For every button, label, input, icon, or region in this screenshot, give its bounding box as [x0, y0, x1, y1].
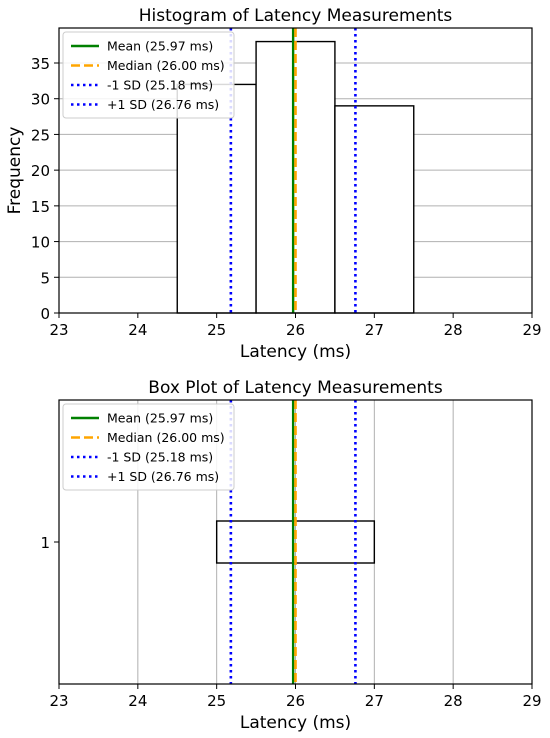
legend-box [62, 31, 235, 119]
legend-label: Mean (25.97 ms) [107, 411, 213, 426]
y-tick-label: 0 [40, 305, 50, 323]
y-tick-label: 20 [31, 162, 50, 180]
x-tick-label: 23 [49, 321, 68, 339]
x-tick-label: 25 [207, 692, 226, 710]
x-tick-label: 25 [207, 321, 226, 339]
x-tick-label: 28 [444, 692, 463, 710]
y-tick-label: 5 [40, 269, 50, 287]
histogram-bar [334, 105, 415, 314]
chart-title: Box Plot of Latency Measurements [148, 378, 443, 398]
chart-title: Histogram of Latency Measurements [139, 6, 453, 26]
legend-label: +1 SD (26.76 ms) [107, 469, 219, 484]
x-tick-label: 24 [128, 321, 147, 339]
histogram-bar [176, 83, 257, 314]
x-tick-label: 23 [49, 692, 68, 710]
x-tick-label: 29 [522, 692, 541, 710]
y-axis-label: Frequency [5, 127, 25, 215]
y-tick-label: 15 [31, 198, 50, 216]
x-tick-label: 28 [444, 321, 463, 339]
x-tick-label: 29 [522, 321, 541, 339]
x-tick-label: 27 [365, 321, 384, 339]
legend-label: -1 SD (25.18 ms) [107, 78, 213, 93]
legend-label: Mean (25.97 ms) [107, 39, 213, 54]
y-tick-label: 35 [31, 55, 50, 73]
x-tick-label: 27 [365, 692, 384, 710]
y-tick-label: 10 [31, 234, 50, 252]
legend-box [62, 403, 235, 491]
legend-label: Median (26.00 ms) [107, 430, 225, 445]
legend-label: -1 SD (25.18 ms) [107, 450, 213, 465]
x-tick-label: 26 [286, 321, 305, 339]
legend-label: Median (26.00 ms) [107, 58, 225, 73]
x-tick-label: 26 [286, 692, 305, 710]
y-tick-label: 1 [40, 534, 50, 552]
y-tick-label: 25 [31, 126, 50, 144]
x-tick-label: 24 [128, 692, 147, 710]
y-tick-label: 30 [31, 91, 50, 109]
legend-label: +1 SD (26.76 ms) [107, 97, 219, 112]
x-axis-label: Latency (ms) [240, 342, 351, 362]
x-axis-label: Latency (ms) [240, 713, 351, 733]
